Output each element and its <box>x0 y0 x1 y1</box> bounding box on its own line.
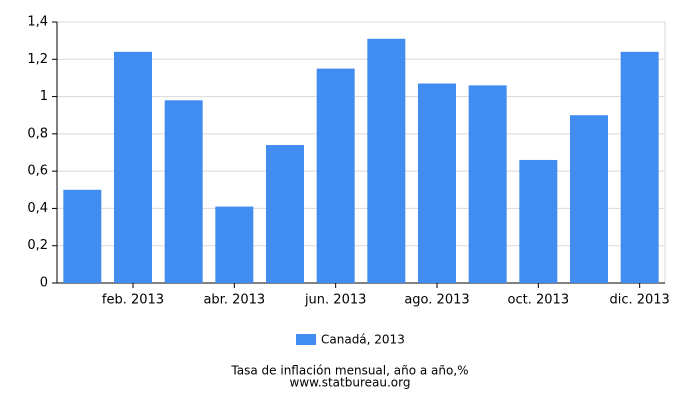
y-tick-label: 0,4 <box>27 201 48 216</box>
x-tick-label: dic. 2013 <box>609 293 669 308</box>
source: www.statbureau.org <box>290 376 411 390</box>
bar <box>266 145 304 283</box>
y-tick-label: 1 <box>40 89 48 104</box>
bar <box>620 51 659 284</box>
bar <box>570 115 608 283</box>
y-tick-label: 0 <box>40 276 48 291</box>
y-tick-label: 0,2 <box>27 238 48 253</box>
bar <box>519 159 558 283</box>
legend-swatch <box>296 334 316 345</box>
bar <box>63 189 102 283</box>
y-tick-label: 0,6 <box>27 164 48 179</box>
y-tick-label: 1,4 <box>27 15 48 30</box>
legend-label: Canadá, 2013 <box>321 333 405 347</box>
bar <box>114 51 152 284</box>
bar <box>418 83 456 284</box>
x-tick-label: feb. 2013 <box>102 293 164 308</box>
y-tick-label: 1,2 <box>27 52 48 67</box>
x-tick-label: jun. 2013 <box>304 293 366 308</box>
x-tick-label: oct. 2013 <box>508 293 570 308</box>
x-tick-label: ago. 2013 <box>404 293 469 308</box>
bar <box>468 85 507 283</box>
bar <box>164 100 203 283</box>
x-tick-label: abr. 2013 <box>203 293 265 308</box>
bar <box>215 206 254 283</box>
bar <box>316 68 355 283</box>
chart-title: Tasa de inflación mensual, año a año,% <box>230 364 468 378</box>
bar <box>367 38 406 284</box>
y-tick-label: 0,8 <box>27 126 48 141</box>
